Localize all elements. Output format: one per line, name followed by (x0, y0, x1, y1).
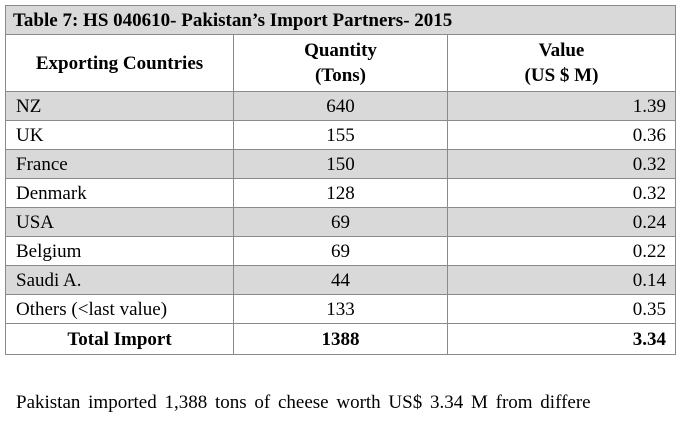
quantity-cell: 640 (233, 91, 448, 121)
country-cell: Denmark (5, 178, 234, 208)
import-partners-table-container: Table 7: HS 040610- Pakistan’s Import Pa… (5, 5, 676, 355)
header-value-label: Value (538, 40, 585, 61)
country-cell: Others (<last value) (5, 294, 234, 324)
table-header-row: Exporting Countries Quantity (Tons) Valu… (5, 34, 676, 92)
country-cell: NZ (5, 91, 234, 121)
table-title-row: Table 7: HS 040610- Pakistan’s Import Pa… (5, 5, 676, 35)
value-cell: 0.35 (447, 294, 676, 324)
table-row: UK 155 0.36 (5, 120, 676, 150)
table-row: USA 69 0.24 (5, 207, 676, 237)
quantity-cell: 155 (233, 120, 448, 150)
value-cell: 1.39 (447, 91, 676, 121)
table-row: Saudi A. 44 0.14 (5, 265, 676, 295)
value-cell: 0.32 (447, 149, 676, 179)
value-cell: 0.36 (447, 120, 676, 150)
total-value: 3.34 (447, 323, 676, 355)
total-row: Total Import 1388 3.34 (5, 323, 676, 355)
country-cell: Belgium (5, 236, 234, 266)
quantity-cell: 44 (233, 265, 448, 295)
table-row: France 150 0.32 (5, 149, 676, 179)
value-cell: 0.14 (447, 265, 676, 295)
quantity-cell: 128 (233, 178, 448, 208)
country-cell: UK (5, 120, 234, 150)
country-cell: USA (5, 207, 234, 237)
quantity-cell: 133 (233, 294, 448, 324)
table-row: Denmark 128 0.32 (5, 178, 676, 208)
import-partners-table: Table 7: HS 040610- Pakistan’s Import Pa… (5, 5, 676, 355)
paragraph-line-1: Pakistan imported 1,388 tons of cheese w… (16, 392, 591, 413)
body-paragraph: Pakistan imported 1,388 tons of cheese w… (16, 391, 680, 415)
value-cell: 0.24 (447, 207, 676, 237)
header-exporting-countries: Exporting Countries (5, 34, 234, 92)
header-quantity: Quantity (Tons) (233, 34, 448, 92)
table-row: Belgium 69 0.22 (5, 236, 676, 266)
header-quantity-unit: (Tons) (314, 65, 367, 86)
country-cell: Saudi A. (5, 265, 234, 295)
value-cell: 0.32 (447, 178, 676, 208)
quantity-cell: 69 (233, 236, 448, 266)
table-title: Table 7: HS 040610- Pakistan’s Import Pa… (5, 5, 676, 35)
header-value: Value (US $ M) (447, 34, 676, 92)
total-label: Total Import (5, 323, 234, 355)
total-quantity: 1388 (233, 323, 448, 355)
value-cell: 0.22 (447, 236, 676, 266)
table-row: NZ 640 1.39 (5, 91, 676, 121)
quantity-cell: 150 (233, 149, 448, 179)
country-cell: France (5, 149, 234, 179)
header-value-unit: (US $ M) (524, 65, 599, 86)
quantity-cell: 69 (233, 207, 448, 237)
table-row: Others (<last value) 133 0.35 (5, 294, 676, 324)
header-quantity-label: Quantity (304, 40, 377, 61)
